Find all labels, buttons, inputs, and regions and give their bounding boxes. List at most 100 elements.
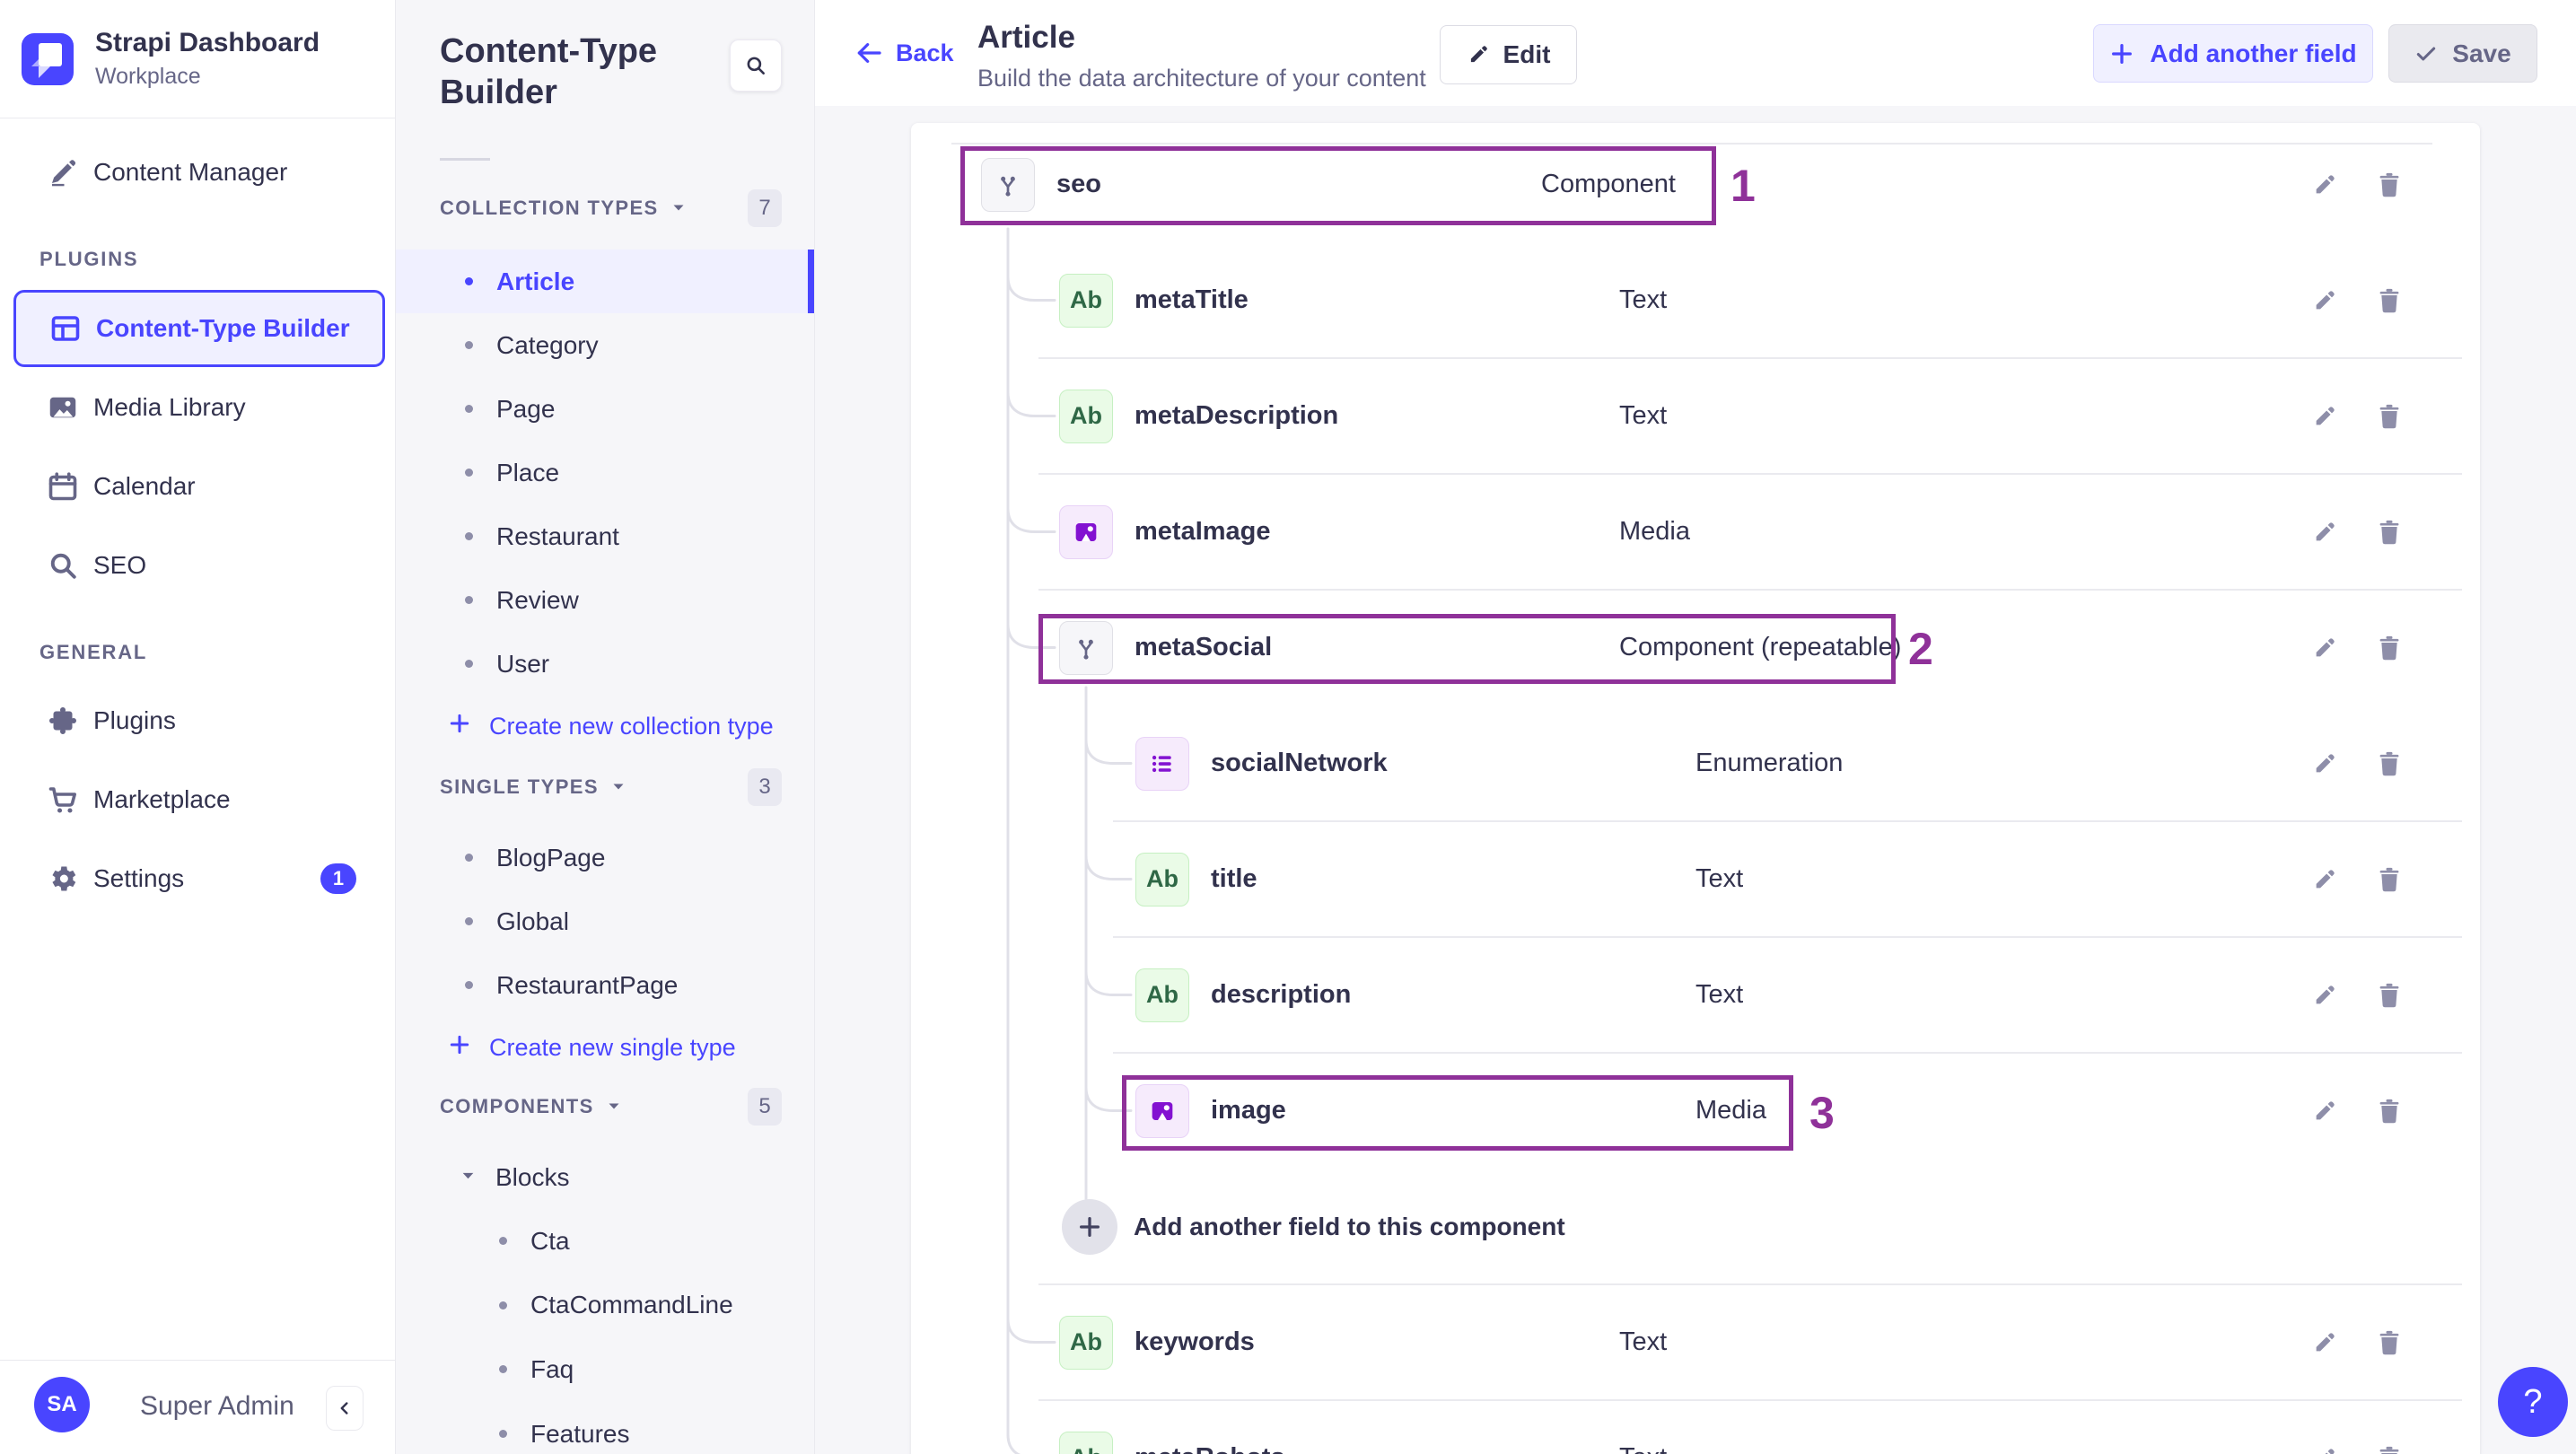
puzzle-icon — [43, 701, 83, 740]
panel-item-restaurantpage[interactable]: RestaurantPage — [396, 953, 814, 1017]
field-row-actions — [2310, 127, 2404, 242]
panel-item-page[interactable]: Page — [396, 377, 814, 441]
calendar-icon — [43, 467, 83, 506]
delete-field-button[interactable] — [2375, 634, 2404, 662]
panel-item-article[interactable]: Article — [396, 250, 814, 313]
field-name: image — [1211, 1096, 1286, 1125]
group-header-single-types[interactable]: SINGLE TYPES — [440, 767, 626, 807]
field-name: metaTitle — [1135, 285, 1249, 314]
sidebar-item-content-manager[interactable]: Content Manager — [0, 133, 396, 212]
edit-field-button[interactable] — [2310, 518, 2339, 547]
panel-item-review[interactable]: Review — [396, 568, 814, 632]
search-button[interactable] — [730, 39, 782, 92]
panel-item-user[interactable]: User — [396, 632, 814, 696]
sidebar-item-media-library[interactable]: Media Library — [0, 368, 396, 447]
field-type: Text — [1619, 285, 1668, 314]
create-new-single-type-link[interactable]: Create new single type — [396, 1017, 814, 1078]
panel-item-global[interactable]: Global — [396, 889, 814, 953]
sidebar-item-label: Calendar — [93, 472, 196, 500]
group-count-badge: 7 — [748, 189, 782, 227]
save-button[interactable]: Save — [2388, 24, 2537, 83]
field-row-metaImage: metaImage Media — [911, 474, 2480, 591]
group-header-collection-types[interactable]: COLLECTION TYPES — [440, 188, 686, 228]
edit-field-button[interactable] — [2310, 1328, 2339, 1357]
sidebar-item-calendar[interactable]: Calendar — [0, 447, 396, 526]
field-row-image: image Media — [911, 1053, 2480, 1169]
text-field-icon: Ab — [1135, 852, 1189, 907]
panel-item-place[interactable]: Place — [396, 441, 814, 504]
sidebar-item-label: SEO — [93, 551, 147, 579]
field-row-inner: image Media — [911, 1053, 2480, 1169]
panel-item-faq[interactable]: Faq — [396, 1337, 814, 1402]
delete-field-button[interactable] — [2375, 865, 2404, 894]
main-area: Back Article Build the data architecture… — [815, 0, 2576, 1454]
delete-field-button[interactable] — [2375, 981, 2404, 1010]
delete-field-button[interactable] — [2375, 402, 2404, 431]
panel-item-features[interactable]: Features — [396, 1402, 814, 1454]
field-type: Enumeration — [1695, 749, 1844, 777]
delete-field-button[interactable] — [2375, 1444, 2404, 1454]
group-header-label: SINGLE TYPES — [440, 775, 599, 798]
sidebar-item-plugins[interactable]: Plugins — [0, 681, 396, 760]
delete-field-button[interactable] — [2375, 171, 2404, 199]
caret-down-icon — [607, 1095, 621, 1118]
panel-item-label: Global — [496, 907, 569, 935]
delete-field-button[interactable] — [2375, 286, 2404, 315]
add-field-label: Add another field — [2150, 39, 2357, 67]
sidebar-item-seo[interactable]: SEO — [0, 526, 396, 605]
field-type: Text — [1695, 980, 1744, 1009]
plus-icon — [448, 1033, 471, 1063]
field-row-actions — [2310, 358, 2404, 474]
search-icon — [43, 546, 83, 585]
group-count-badge: 3 — [748, 768, 782, 806]
panel-category-blocks[interactable]: Blocks — [396, 1146, 814, 1209]
create-new-collection-type-link[interactable]: Create new collection type — [396, 696, 814, 757]
edit-label: Edit — [1503, 40, 1551, 68]
create-link-label: Create new single type — [489, 1033, 736, 1061]
sidebar-item-label: Marketplace — [93, 785, 231, 813]
delete-field-button[interactable] — [2375, 1328, 2404, 1357]
add-another-field-button[interactable]: Add another field — [2093, 24, 2373, 83]
edit-field-button[interactable] — [2310, 1444, 2339, 1454]
edit-field-button[interactable] — [2310, 981, 2339, 1010]
help-button[interactable]: ? — [2498, 1367, 2568, 1437]
delete-field-button[interactable] — [2375, 749, 2404, 778]
edit-button[interactable]: Edit — [1440, 25, 1577, 84]
field-row-actions — [2310, 1400, 2404, 1454]
edit-field-button[interactable] — [2310, 1097, 2339, 1126]
panel-item-blogpage[interactable]: BlogPage — [396, 826, 814, 889]
panel-item-restaurant[interactable]: Restaurant — [396, 504, 814, 568]
field-type: Text — [1619, 1443, 1667, 1454]
panel-item-label: RestaurantPage — [496, 970, 679, 999]
add-field-inner[interactable]: Add another field to this component — [911, 1169, 2480, 1284]
panel-item-category[interactable]: Category — [396, 313, 814, 377]
field-row-actions — [2310, 1284, 2404, 1400]
edit-field-button[interactable] — [2310, 171, 2339, 199]
edit-field-button[interactable] — [2310, 749, 2339, 778]
sidebar-item-marketplace[interactable]: Marketplace — [0, 760, 396, 839]
caret-down-icon — [460, 1168, 476, 1187]
collapse-sidebar-button[interactable] — [326, 1386, 364, 1431]
panel-item-label: Cta — [530, 1226, 570, 1255]
field-name: metaImage — [1135, 517, 1271, 546]
add-field-to-component-row[interactable]: Add another field to this component — [911, 1169, 2480, 1285]
field-row-inner: Ab metaDescription Text — [911, 358, 2480, 474]
group-header-label: COLLECTION TYPES — [440, 197, 659, 219]
sidebar-item-settings[interactable]: Settings 1 — [0, 839, 396, 918]
panel-item-ctacommandline[interactable]: CtaCommandLine — [396, 1274, 814, 1338]
edit-field-button[interactable] — [2310, 402, 2339, 431]
delete-field-button[interactable] — [2375, 518, 2404, 547]
back-button[interactable]: Back — [854, 0, 954, 106]
bullet-icon — [465, 660, 473, 668]
panel-item-label: Place — [496, 458, 560, 486]
delete-field-button[interactable] — [2375, 1097, 2404, 1126]
sidebar-item-content-type-builder[interactable]: Content-Type Builder — [13, 290, 385, 367]
cart-icon — [43, 780, 83, 819]
field-row-inner: Ab metaRobotsText — [911, 1400, 2480, 1454]
edit-field-button[interactable] — [2310, 634, 2339, 662]
group-header-components[interactable]: COMPONENTS — [440, 1087, 621, 1126]
edit-field-button[interactable] — [2310, 865, 2339, 894]
panel-item-cta[interactable]: Cta — [396, 1209, 814, 1274]
sidebar-item-label: Settings — [93, 864, 185, 892]
edit-field-button[interactable] — [2310, 286, 2339, 315]
